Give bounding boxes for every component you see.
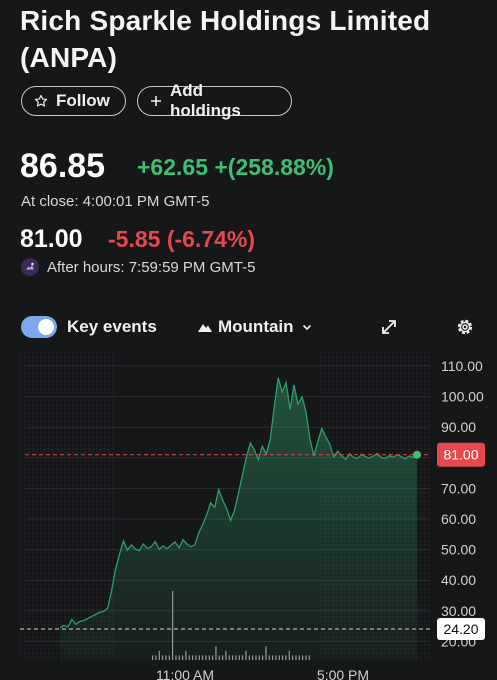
y-tick-label: 40.00 <box>441 572 476 588</box>
expand-icon[interactable] <box>379 317 399 337</box>
price-chart[interactable]: 110.00100.0090.0080.0070.0060.0050.0040.… <box>0 350 497 680</box>
current-price-tag-label: 81.00 <box>443 447 478 463</box>
after-hours-timestamp: After hours: 7:59:59 PM GMT-5 <box>47 258 256 276</box>
y-tick-label: 70.00 <box>441 480 476 496</box>
current-price-tag: 81.00 <box>437 442 485 467</box>
chart-style-label: Mountain <box>218 317 294 336</box>
add-holdings-button[interactable]: Add holdings <box>137 81 292 120</box>
x-axis: 11:00 AM 5:00 PM <box>156 667 369 680</box>
close-timestamp: At close: 4:00:01 PM GMT-5 <box>21 193 210 210</box>
last-price-dot <box>413 450 421 459</box>
y-tick-label: 100.00 <box>441 389 484 405</box>
key-events-label: Key events <box>67 317 157 336</box>
y-tick-label: 50.00 <box>441 542 476 558</box>
x-tick-label: 11:00 AM <box>156 667 214 680</box>
after-hours-price: 81.00 <box>20 225 83 253</box>
y-axis: 110.00100.0090.0080.0070.0060.0050.0040.… <box>441 358 484 649</box>
add-holdings-label: Add holdings <box>170 81 241 120</box>
y-tick-label: 90.00 <box>441 419 476 435</box>
y-tick-label: 30.00 <box>441 603 476 619</box>
y-tick-label: 110.00 <box>441 358 483 374</box>
premarket-shading <box>20 350 116 660</box>
previous-close-tag-bg <box>437 618 485 640</box>
chevron-down-icon <box>302 322 312 332</box>
current-price-tag-bg <box>437 442 485 467</box>
chart-style-dropdown[interactable]: Mountain <box>198 317 312 337</box>
price-area <box>60 377 417 662</box>
company-name: Rich Sparkle Holdings Limited <box>20 5 431 36</box>
mountain-icon <box>198 322 212 332</box>
toggle-knob <box>38 319 54 335</box>
gear-icon[interactable] <box>455 317 475 337</box>
key-events-toggle[interactable] <box>21 316 57 338</box>
x-tick-label: 5:00 PM <box>317 667 369 680</box>
follow-button[interactable]: Follow <box>21 86 126 116</box>
price-line <box>59 377 418 629</box>
follow-label: Follow <box>56 91 110 110</box>
plus-icon <box>150 95 162 107</box>
ticker-symbol: (ANPA) <box>20 42 118 73</box>
moon-icon <box>21 258 39 276</box>
current-price: 86.85 <box>20 147 106 185</box>
previous-close-tag: 24.20 <box>437 618 485 640</box>
page-title: Rich Sparkle Holdings Limited (ANPA) <box>20 2 490 76</box>
price-change: +62.65 +(258.88%) <box>137 154 334 180</box>
after-hours-row: After hours: 7:59:59 PM GMT-5 <box>21 258 255 276</box>
after-hours-change: -5.85 (-6.74%) <box>108 226 256 252</box>
y-tick-label: 60.00 <box>441 511 476 527</box>
star-icon <box>34 94 48 108</box>
previous-close-tag-label: 24.20 <box>443 621 478 637</box>
